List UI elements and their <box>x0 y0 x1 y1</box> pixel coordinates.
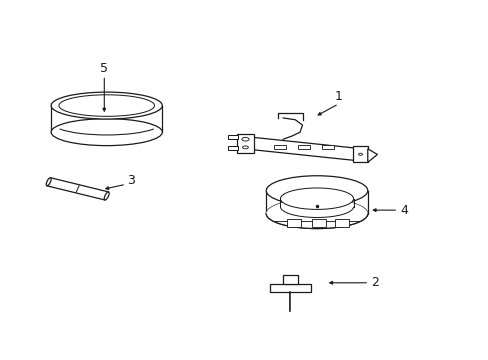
Ellipse shape <box>46 178 51 186</box>
Text: 2: 2 <box>370 276 378 289</box>
Text: 5: 5 <box>100 62 108 75</box>
Ellipse shape <box>104 192 109 200</box>
FancyBboxPatch shape <box>297 145 309 149</box>
Ellipse shape <box>242 146 248 149</box>
Ellipse shape <box>358 153 362 156</box>
Polygon shape <box>254 138 355 161</box>
Ellipse shape <box>242 138 248 141</box>
FancyBboxPatch shape <box>273 145 285 149</box>
Ellipse shape <box>265 176 367 206</box>
Ellipse shape <box>51 92 162 119</box>
FancyBboxPatch shape <box>282 275 298 284</box>
FancyBboxPatch shape <box>237 134 254 153</box>
Ellipse shape <box>265 199 367 229</box>
Text: 1: 1 <box>334 90 342 103</box>
Text: 4: 4 <box>399 204 407 217</box>
FancyBboxPatch shape <box>321 145 333 149</box>
FancyBboxPatch shape <box>269 284 310 292</box>
FancyBboxPatch shape <box>227 146 238 150</box>
FancyBboxPatch shape <box>352 146 367 162</box>
FancyBboxPatch shape <box>227 135 238 139</box>
Ellipse shape <box>265 199 367 229</box>
FancyBboxPatch shape <box>334 219 348 227</box>
Text: 3: 3 <box>127 174 135 186</box>
FancyBboxPatch shape <box>286 219 301 227</box>
Polygon shape <box>367 149 377 162</box>
Ellipse shape <box>280 188 353 210</box>
Ellipse shape <box>51 119 162 145</box>
FancyBboxPatch shape <box>311 219 326 227</box>
Polygon shape <box>47 178 108 200</box>
